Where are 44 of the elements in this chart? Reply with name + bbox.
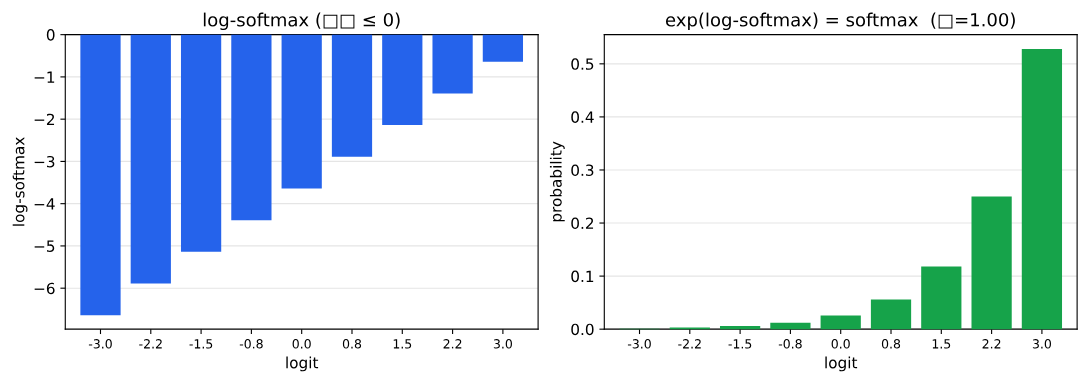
x-tick-label: 2.2 [982, 339, 1001, 349]
y-axis-title: log-softmax [12, 137, 28, 226]
x-tick-label: 0.0 [292, 339, 311, 349]
chart-title: exp(log-softmax) = softmax (□=1.00) [665, 12, 1015, 31]
x-tick-label: -0.8 [778, 339, 802, 349]
y-tick-label: −2 [34, 113, 55, 125]
x-tick-label: 0.8 [881, 339, 901, 349]
x-tick-label: 3.0 [493, 339, 512, 349]
y-tick-label: 0.3 [571, 164, 594, 176]
y-tick-label: −4 [34, 198, 55, 210]
y-tick-label: 0.4 [571, 111, 594, 123]
y-tick-label: −1 [34, 71, 55, 83]
x-tick-label: -3.0 [88, 339, 112, 349]
x-tick-label: 1.5 [932, 339, 951, 349]
x-tick-label: -3.0 [627, 339, 651, 349]
x-tick-label: -2.2 [139, 339, 162, 349]
x-tick-label: -1.5 [728, 339, 752, 349]
bar [870, 299, 912, 330]
y-tick-label: 0.5 [571, 58, 594, 70]
y-tick-label: −5 [34, 240, 55, 252]
bar [770, 322, 811, 330]
x-tick-label: 0.8 [342, 339, 362, 349]
y-tick-label: 0.0 [571, 323, 594, 336]
bar [921, 266, 962, 330]
x-axis-title: logit [825, 356, 858, 372]
y-tick-label: 0 [46, 29, 55, 41]
bar [719, 325, 761, 330]
y-tick-label: 0.2 [571, 217, 594, 230]
bar [971, 196, 1012, 330]
x-tick-label: 2.2 [443, 339, 462, 349]
y-tick-label: −6 [34, 282, 55, 295]
x-tick-label: -0.8 [239, 339, 263, 349]
y-tick-label: −3 [34, 155, 55, 168]
bar [1021, 48, 1063, 330]
x-tick-label: 3.0 [1032, 339, 1052, 349]
x-tick-label: 0.0 [831, 339, 850, 349]
y-axis-title: probability [549, 141, 565, 222]
bar [820, 315, 861, 330]
x-tick-label: -1.5 [189, 339, 213, 349]
y-tick-label: 0.1 [571, 270, 594, 283]
x-axis-title: logit [286, 356, 319, 372]
chart-title: log-softmax (□□ ≤ 0) [203, 12, 400, 31]
x-tick-label: -2.2 [678, 339, 701, 349]
x-tick-label: 1.5 [393, 339, 412, 349]
